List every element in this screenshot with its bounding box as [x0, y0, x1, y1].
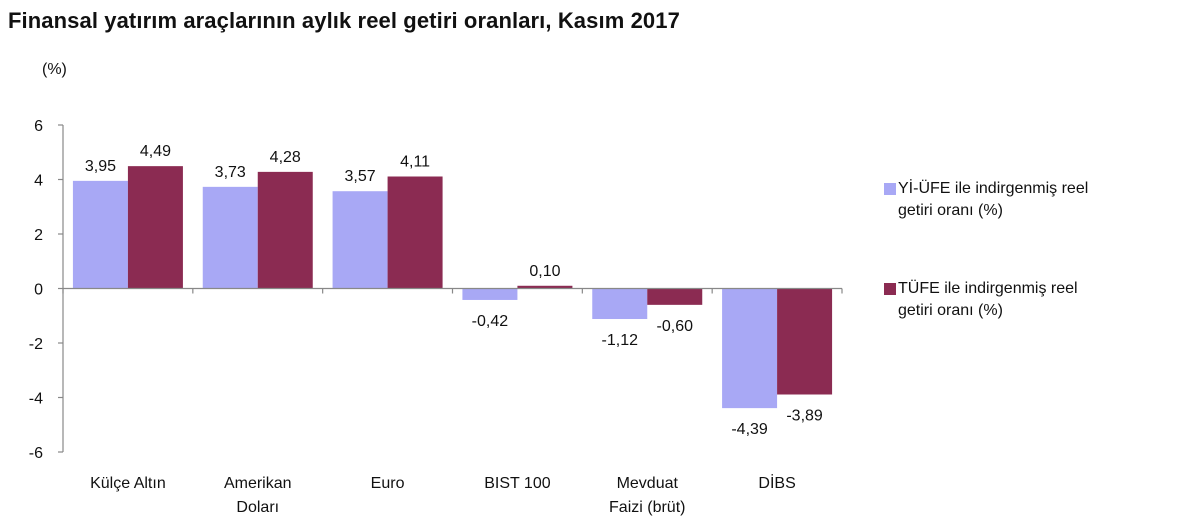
data-label: 0,10	[529, 263, 560, 280]
bar-yi-ufe-di-bs	[722, 288, 778, 409]
bar-yi-ufe-k-l-e-alt-n	[72, 180, 128, 289]
category-label: Faizi (brüt)	[609, 499, 685, 516]
bar-tufe-di-bs	[777, 288, 833, 395]
legend-item-tufe: TÜFE ile indirgenmiş reel getiri oranı (…	[884, 278, 1184, 322]
bar-tufe-euro	[387, 176, 443, 289]
data-label: -1,12	[602, 332, 639, 349]
legend-label-yi-ufe-line2: getiri oranı (%)	[898, 202, 1003, 219]
data-label: 3,73	[215, 164, 246, 181]
data-label: -4,39	[731, 421, 768, 438]
data-label: 4,49	[140, 143, 171, 160]
legend-swatch-tufe	[884, 283, 896, 295]
data-label: -0,60	[657, 318, 694, 335]
category-label: DİBS	[758, 473, 795, 492]
y-tick-label: -2	[29, 336, 43, 353]
category-label: Amerikan	[224, 475, 292, 492]
data-label: 3,57	[345, 168, 376, 185]
category-label: BIST 100	[484, 475, 551, 492]
bar-yi-ufe-mevduat-faizi-br-t	[592, 288, 648, 320]
legend-item-yi-ufe: Yİ-ÜFE ile indirgenmiş reel getiri oranı…	[884, 178, 1184, 222]
data-label: -0,42	[472, 313, 509, 330]
y-tick-label: 0	[34, 282, 43, 299]
bar-tufe-amerikan-dolar	[257, 171, 313, 289]
data-label: -3,89	[786, 408, 823, 425]
legend-label-tufe-line2: getiri oranı (%)	[898, 302, 1003, 319]
bar-tufe-mevduat-faizi-br-t	[647, 288, 703, 305]
data-label: 4,11	[400, 154, 430, 171]
data-label: 3,95	[85, 158, 116, 175]
y-tick-label: 6	[34, 118, 43, 135]
legend-label-tufe-line1: TÜFE ile indirgenmiş reel	[898, 280, 1078, 297]
y-tick-label: -4	[29, 391, 43, 408]
bar-yi-ufe-amerikan-dolar	[202, 186, 258, 289]
bar-yi-ufe-euro	[332, 191, 388, 289]
y-tick-label: 4	[34, 173, 43, 190]
y-axis-label: (%)	[42, 61, 67, 78]
category-label: Külçe Altın	[90, 475, 166, 492]
y-tick-label: 2	[34, 227, 43, 244]
bar-tufe-k-l-e-alt-n	[127, 166, 183, 289]
legend-swatch-yi-ufe	[884, 183, 896, 195]
bar-yi-ufe-bist-100	[462, 288, 518, 300]
category-label: Doları	[236, 499, 279, 516]
y-tick-label: -6	[29, 445, 43, 462]
data-label: 4,28	[270, 149, 301, 166]
chart-title: Finansal yatırım araçlarının aylık reel …	[8, 8, 680, 33]
legend-label-yi-ufe-line1: Yİ-ÜFE ile indirgenmiş reel	[898, 180, 1089, 197]
category-label: Euro	[371, 475, 405, 492]
category-label: Mevduat	[617, 475, 679, 492]
bar-tufe-bist-100	[517, 285, 573, 289]
